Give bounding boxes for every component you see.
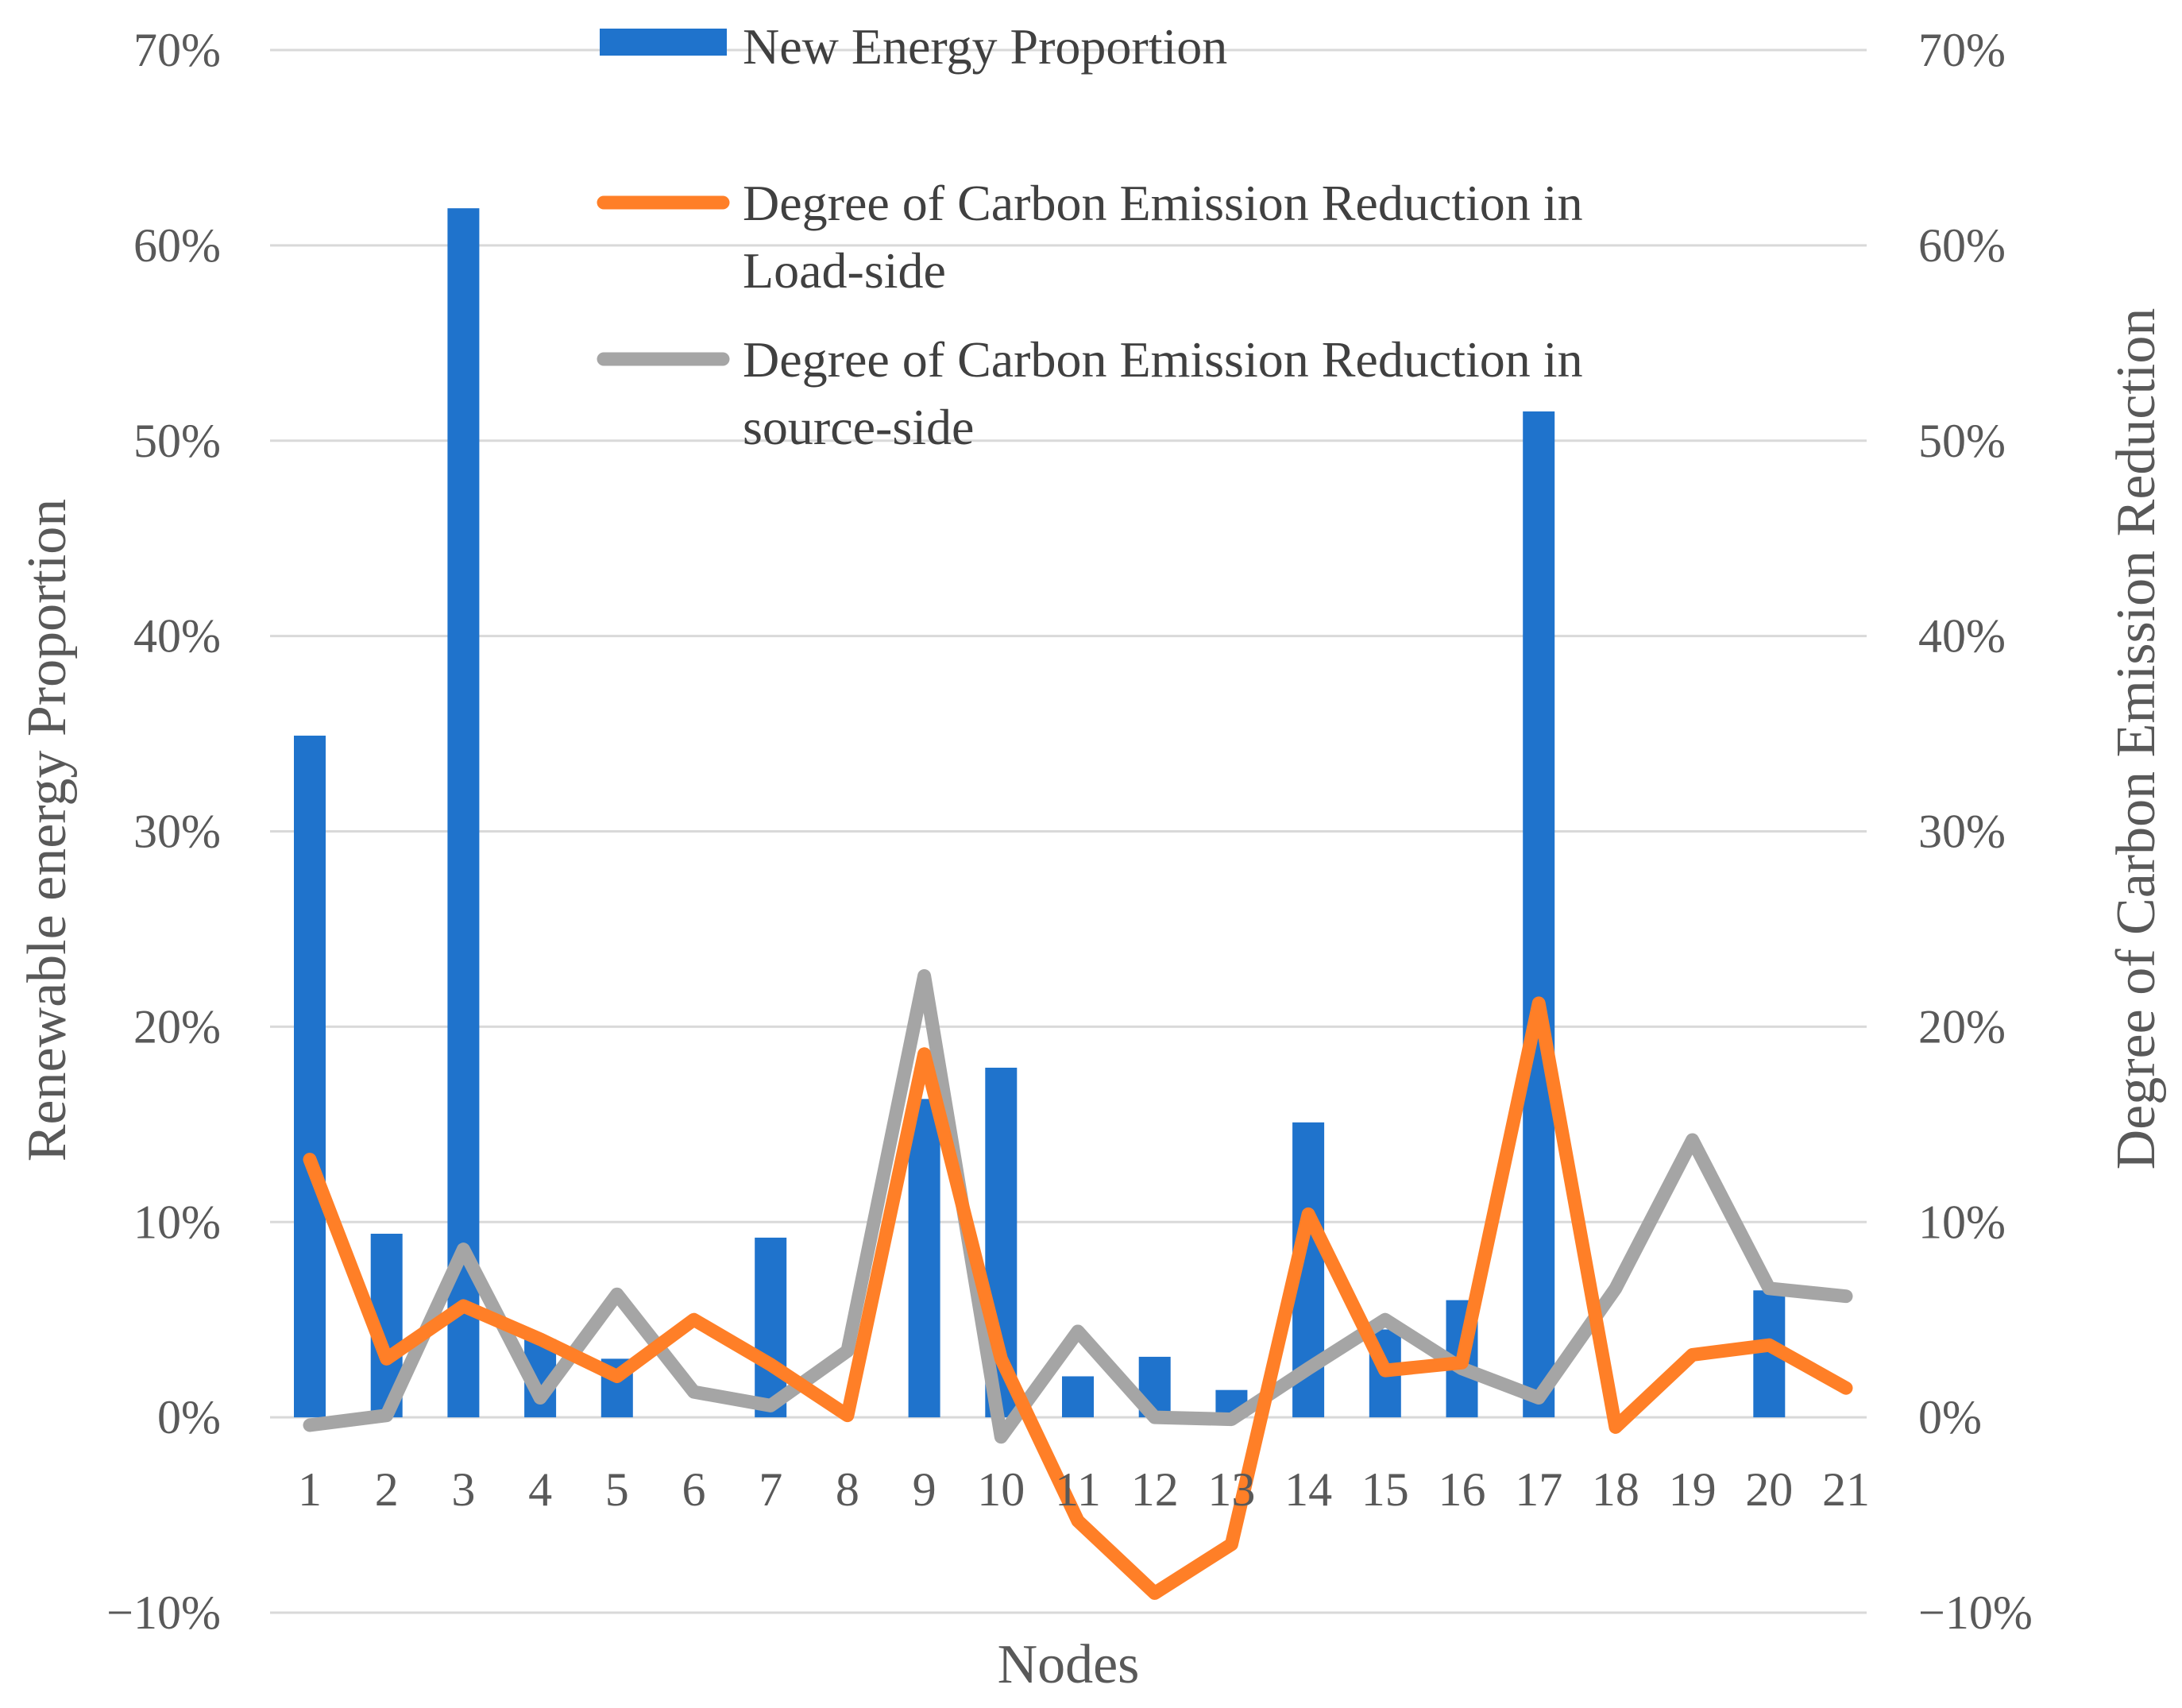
bar [908, 1099, 940, 1418]
legend-label: source-side [743, 399, 974, 455]
bar [755, 1237, 787, 1418]
bar [1062, 1376, 1094, 1418]
bar [1523, 411, 1555, 1418]
y-tick-label-right: 20% [1918, 1000, 2006, 1053]
y-tick-label-left: 20% [133, 1000, 221, 1053]
x-tick-label: 18 [1592, 1463, 1639, 1516]
x-axis-ticks: 1 2 3 4 5 6 7 8 9 10 11 12 13 14 15 16 17 18 19 20 21 [298, 1463, 1870, 1516]
bar [294, 736, 326, 1418]
y-tick-label-right: −10% [1918, 1586, 2033, 1639]
x-tick-label: 15 [1361, 1463, 1409, 1516]
y-tick-label-right: 30% [1918, 806, 2006, 858]
y-tick-label-left: 30% [133, 806, 221, 858]
line-series [303, 968, 1853, 1600]
legend-label: Load-side [743, 242, 946, 299]
legend-label: New Energy Proportion [743, 18, 1227, 75]
bar-series-new-energy [294, 208, 1786, 1418]
y-tick-label-right: 0% [1918, 1391, 1982, 1443]
x-tick-label: 10 [977, 1463, 1025, 1516]
x-tick-label: 1 [298, 1463, 322, 1516]
x-tick-label: 5 [605, 1463, 629, 1516]
y-tick-label-left: 60% [133, 219, 221, 272]
y-tick-label-left: −10% [106, 1586, 221, 1639]
x-tick-label: 3 [451, 1463, 475, 1516]
y-tick-label-left: 0% [157, 1391, 221, 1443]
x-tick-label: 7 [759, 1463, 782, 1516]
y-axis-left-title: Renewable energy Proportion [17, 499, 78, 1162]
y-tick-label-right: 50% [1918, 415, 2006, 467]
x-tick-label: 4 [528, 1463, 552, 1516]
legend-label: Degree of Carbon Emission Reduction in [743, 175, 1583, 231]
y-tick-label-left: 40% [133, 610, 221, 663]
legend-key-new-energy [600, 29, 727, 56]
x-tick-label: 19 [1669, 1463, 1717, 1516]
y-axis-right-ticks: −10% 0% 10% 20% 30% 40% 50% 60% 70% [1918, 24, 2033, 1639]
x-tick-label: 20 [1745, 1463, 1793, 1516]
legend: New Energy Proportion Degree of Carbon Em… [597, 18, 1583, 455]
bar [447, 208, 480, 1418]
y-axis-right-title: Degree of Carbon Emission Reduction [2106, 308, 2167, 1170]
x-tick-label: 14 [1284, 1463, 1332, 1516]
x-axis-title: Nodes [998, 1634, 1140, 1695]
y-tick-label-right: 60% [1918, 219, 2006, 272]
x-tick-label: 13 [1207, 1463, 1255, 1516]
y-tick-label-right: 70% [1918, 24, 2006, 76]
x-tick-label: 2 [375, 1463, 399, 1516]
y-tick-label-right: 10% [1918, 1196, 2006, 1248]
x-tick-label: 12 [1131, 1463, 1179, 1516]
x-tick-label: 11 [1055, 1463, 1101, 1516]
y-tick-label-left: 70% [133, 24, 221, 76]
y-tick-label-right: 40% [1918, 610, 2006, 663]
y-axis-left-ticks: −10% 0% 10% 20% 30% 40% 50% 60% 70% [106, 24, 221, 1639]
x-tick-label: 16 [1439, 1463, 1486, 1516]
y-tick-label-left: 10% [133, 1196, 221, 1248]
x-tick-label: 8 [836, 1463, 859, 1516]
legend-label: Degree of Carbon Emission Reduction in [743, 331, 1583, 388]
x-tick-label: 9 [913, 1463, 937, 1516]
x-tick-label: 21 [1822, 1463, 1870, 1516]
y-tick-label-left: 50% [133, 415, 221, 467]
x-tick-label: 17 [1515, 1463, 1562, 1516]
x-tick-label: 6 [682, 1463, 706, 1516]
